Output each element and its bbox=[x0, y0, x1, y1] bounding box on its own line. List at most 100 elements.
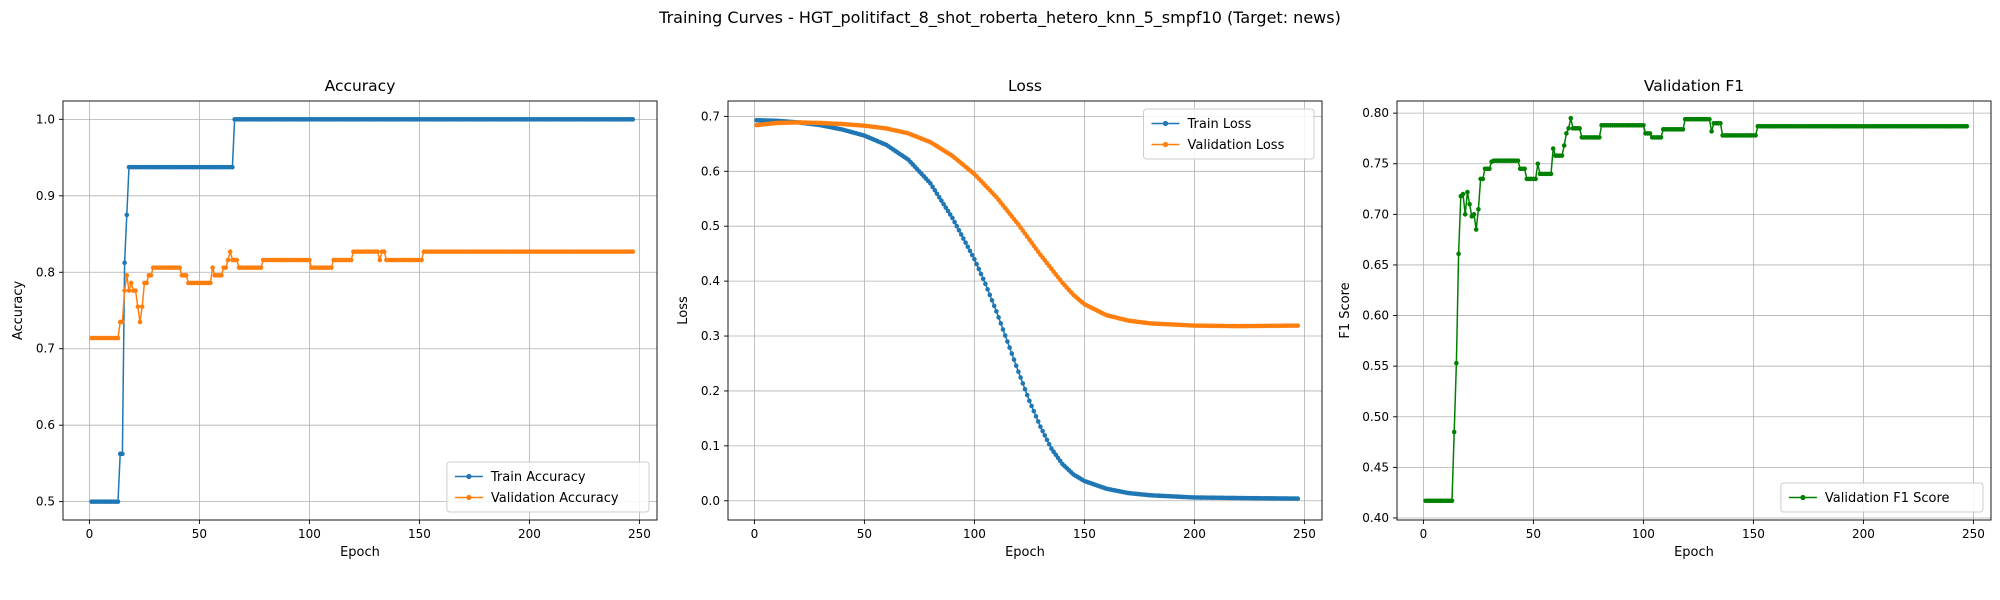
loss-chart: 0 50 100 150 200 250 0.0 0.1 0.2 0.3 0.4 0.5 0.6 0.7 L… bbox=[676, 77, 1323, 560]
data-point bbox=[1020, 381, 1026, 386]
data-point bbox=[1462, 212, 1468, 217]
data-point bbox=[1465, 189, 1470, 195]
data-point bbox=[936, 194, 942, 200]
y-tick-label: 0.6 bbox=[701, 164, 720, 178]
data-point bbox=[1480, 176, 1486, 182]
data-point bbox=[307, 257, 312, 263]
data-point bbox=[1709, 129, 1714, 134]
data-point bbox=[1044, 437, 1050, 443]
legend-label: Train Accuracy bbox=[490, 470, 586, 485]
data-point bbox=[1454, 360, 1459, 366]
data-point bbox=[1016, 369, 1021, 375]
data-point bbox=[126, 288, 132, 293]
data-point bbox=[947, 212, 953, 217]
data-point bbox=[969, 252, 975, 258]
data-point bbox=[972, 256, 977, 262]
y-tick-label: 0.1 bbox=[701, 439, 720, 453]
legend-label: Validation Loss bbox=[1188, 138, 1285, 153]
data-point bbox=[1647, 131, 1653, 136]
data-point bbox=[1013, 363, 1019, 368]
data-point bbox=[1559, 153, 1565, 158]
data-point bbox=[1707, 116, 1712, 122]
data-point bbox=[963, 240, 968, 245]
validation-f1-x-axis-label: Epoch bbox=[1674, 545, 1714, 560]
legend-label: Validation F1 Score bbox=[1825, 491, 1950, 506]
data-point bbox=[1035, 419, 1041, 424]
accuracy-plot-frame bbox=[62, 100, 658, 521]
data-point bbox=[1007, 345, 1012, 350]
data-point bbox=[115, 335, 121, 341]
x-tick-label: 0 bbox=[1420, 527, 1428, 541]
data-point bbox=[1487, 166, 1492, 172]
data-point bbox=[978, 271, 984, 277]
data-point bbox=[1022, 386, 1028, 392]
data-point bbox=[1046, 441, 1052, 447]
y-tick-label: 0.5 bbox=[36, 495, 55, 509]
y-tick-label: 0.2 bbox=[701, 384, 720, 398]
data-point bbox=[1027, 398, 1032, 404]
data-point bbox=[144, 280, 149, 286]
loss-x-axis-label: Epoch bbox=[1005, 545, 1045, 560]
data-point bbox=[1533, 176, 1538, 182]
data-point bbox=[234, 257, 240, 263]
data-point bbox=[1535, 161, 1541, 167]
loss-plot-frame bbox=[727, 100, 1323, 521]
data-point bbox=[956, 228, 962, 233]
data-point bbox=[225, 257, 231, 263]
y-tick-label: 0.5 bbox=[701, 219, 720, 233]
data-point bbox=[945, 208, 951, 214]
data-point bbox=[133, 288, 138, 293]
data-point bbox=[1002, 333, 1008, 338]
data-point bbox=[989, 298, 995, 303]
data-point bbox=[219, 273, 224, 278]
data-point bbox=[1449, 498, 1455, 504]
y-tick-label: 0.40 bbox=[1362, 511, 1389, 525]
y-tick-label: 1.0 bbox=[36, 112, 55, 126]
accuracy-legend: Train Accuracy Validation Accuracy bbox=[446, 461, 650, 513]
y-tick-label: 0.3 bbox=[701, 329, 720, 343]
legend-swatch-marker bbox=[466, 473, 472, 480]
y-tick-label: 0.80 bbox=[1362, 106, 1389, 120]
y-tick-label: 0.50 bbox=[1362, 410, 1389, 424]
legend-swatch-marker bbox=[1800, 494, 1806, 501]
data-point bbox=[630, 117, 636, 122]
validation-f1-plot-frame bbox=[1396, 100, 1992, 521]
y-tick-label: 0.45 bbox=[1362, 460, 1389, 474]
data-point bbox=[1467, 201, 1472, 207]
data-point bbox=[1005, 339, 1010, 344]
data-point bbox=[122, 260, 127, 266]
y-tick-label: 0.55 bbox=[1362, 359, 1389, 373]
data-point bbox=[1018, 375, 1023, 380]
data-point bbox=[128, 280, 134, 286]
data-point bbox=[122, 288, 127, 293]
data-point bbox=[137, 319, 143, 325]
data-point bbox=[1566, 126, 1571, 131]
data-point bbox=[139, 304, 145, 309]
x-tick-label: 50 bbox=[857, 527, 872, 541]
x-tick-label: 150 bbox=[408, 527, 431, 541]
data-point bbox=[115, 499, 121, 504]
data-point bbox=[932, 187, 938, 193]
legend-box bbox=[446, 461, 650, 513]
x-tick-label: 100 bbox=[963, 527, 986, 541]
data-point bbox=[1009, 351, 1015, 356]
data-point bbox=[941, 201, 946, 207]
data-point bbox=[943, 205, 949, 210]
data-point bbox=[980, 276, 986, 282]
data-point bbox=[939, 198, 944, 203]
data-point bbox=[1456, 251, 1461, 257]
y-tick-label: 0.6 bbox=[36, 418, 55, 432]
data-point bbox=[1564, 131, 1569, 136]
x-tick-label: 100 bbox=[298, 527, 321, 541]
data-point bbox=[1561, 143, 1567, 148]
data-point bbox=[210, 265, 215, 270]
data-point bbox=[1515, 158, 1521, 164]
data-point bbox=[1033, 414, 1039, 419]
series-train-loss bbox=[754, 117, 1301, 501]
accuracy-y-axis-label: Accuracy bbox=[11, 281, 26, 341]
data-point bbox=[1451, 429, 1457, 435]
x-tick-label: 200 bbox=[1852, 527, 1875, 541]
x-tick-label: 0 bbox=[751, 527, 759, 541]
data-point bbox=[348, 257, 354, 263]
data-point bbox=[1577, 126, 1582, 131]
